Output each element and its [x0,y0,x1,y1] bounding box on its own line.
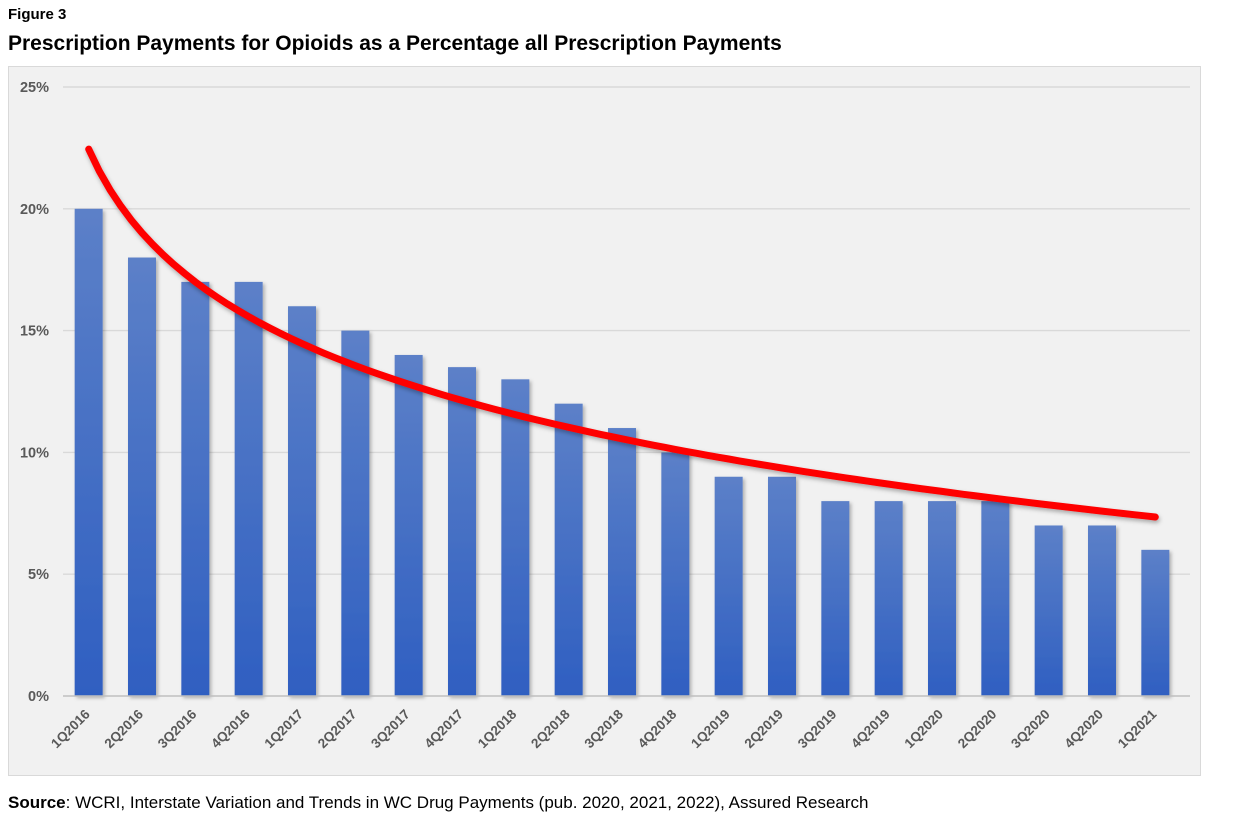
x-axis-tick-label: 1Q2020 [902,707,947,752]
trendline [85,145,1159,521]
bar-4Q2019 [874,501,903,696]
y-axis-tick-label: 25% [20,80,49,96]
x-axis-tick-label: 3Q2017 [368,707,413,752]
bar-3Q2020 [1034,525,1063,696]
bar-4Q2018 [661,452,690,696]
bar-chart: 0% 5% 10% 15% 20% 25% 1Q2016 2Q2016 3Q2016 4Q2016… [20,80,1190,752]
y-axis-tick-label: 5% [28,567,49,583]
x-axis-tick-label: 1Q2018 [475,706,520,751]
x-axis-tick-label: 2Q2020 [955,707,1000,752]
x-axis-tick-label: 3Q2019 [795,707,840,752]
bar-4Q2020 [1088,525,1116,696]
x-axis-tick-label: 4Q2019 [848,707,893,752]
bar-1Q2019 [714,476,743,696]
bar-4Q2017 [448,367,476,696]
bar-4Q2016 [234,281,263,696]
x-axis-tick-label: 3Q2018 [582,706,627,751]
source-line: Source: WCRI, Interstate Variation and T… [8,793,869,813]
x-axis-tick-label: 1Q2021 [1115,706,1160,751]
x-axis-tick-label: 2Q2019 [742,707,787,752]
chart-title: Prescription Payments for Opioids as a P… [8,32,782,55]
bar-1Q2020 [928,501,956,696]
bar-2Q2017 [341,330,370,696]
chart-panel: 0% 5% 10% 15% 20% 25% 1Q2016 2Q2016 3Q2016 4Q2016… [8,66,1201,776]
bar-3Q2018 [608,428,636,696]
bar-2Q2019 [768,476,796,696]
x-axis-tick-label: 3Q2016 [155,706,200,751]
bar-3Q2017 [394,354,423,696]
source-prefix: Source [8,793,66,812]
bar-3Q2016 [181,281,210,696]
y-axis-tick-label: 20% [20,202,49,218]
x-axis-tick-label: 4Q2018 [635,706,680,751]
bar-1Q2016 [74,208,103,697]
x-axis-tick-label: 4Q2017 [422,707,467,752]
bar-2Q2018 [554,403,583,696]
x-axis-tick-label: 2Q2017 [315,707,360,752]
x-axis-tick-label: 4Q2016 [208,706,253,751]
x-axis-tick-label: 2Q2016 [102,706,147,751]
x-axis-tick-label: 3Q2020 [1008,707,1053,752]
x-axis-tick-label: 1Q2016 [48,706,93,751]
x-axis-tick-label: 1Q2019 [688,707,733,752]
bar-1Q2017 [288,306,316,696]
y-axis-tick-label: 10% [20,445,49,461]
source-text: : WCRI, Interstate Variation and Trends … [65,793,869,812]
x-axis-tick-label: 1Q2017 [262,707,307,752]
bar-1Q2018 [501,379,530,696]
y-axis-tick-label: 0% [28,689,49,705]
bar-2Q2020 [981,501,1010,696]
bar-3Q2019 [821,501,850,696]
bar-2Q2016 [128,257,156,696]
x-axis-tick-label: 2Q2018 [528,706,573,751]
bar-1Q2021 [1141,549,1170,696]
figure-label: Figure 3 [8,6,67,23]
y-axis-tick-label: 15% [20,324,49,340]
x-axis-tick-label: 4Q2020 [1062,707,1107,752]
